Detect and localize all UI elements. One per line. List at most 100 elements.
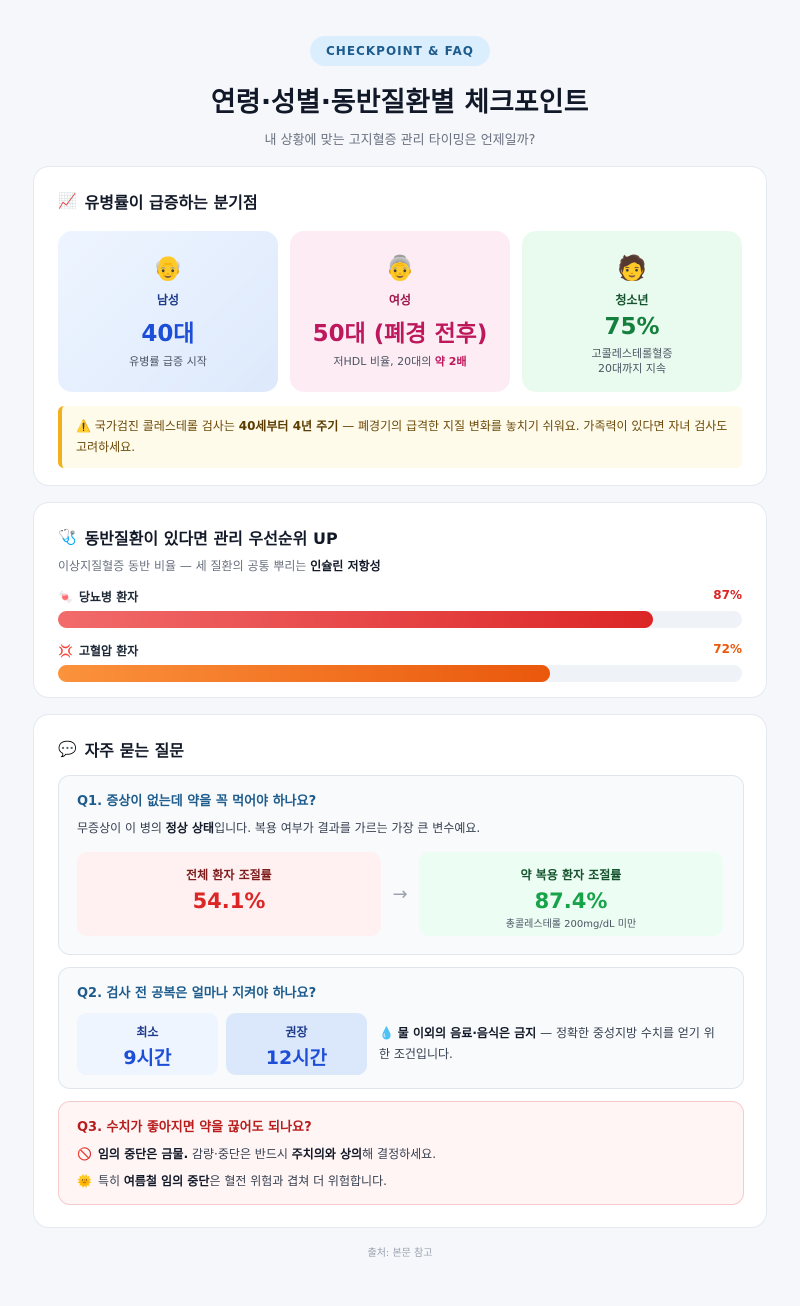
- control-rate-compare: 전체 환자 조절률 54.1% → 약 복용 환자 조절률 87.4% 총콜레스…: [77, 852, 725, 936]
- faq-q1-answer-1: 무증상이 이 병의: [77, 821, 166, 835]
- stat-female-label: 여성: [388, 293, 412, 307]
- bar-diabetes-value: 87%: [713, 588, 742, 602]
- medicated-control-rate-value: 87.4%: [534, 889, 608, 913]
- faq-q3-line2-text: 특히 여름철 임의 중단은 혈전 위험과 겹쳐 더 위험합니다.: [98, 1172, 387, 1189]
- fasting-text-bold: 물 이외의 음료·음식은 금지: [397, 1026, 537, 1040]
- page-title: 연령·성별·동반질환별 체크포인트: [211, 87, 589, 118]
- faq-q3-line1-bold1: 임의 중단은 금물.: [97, 1147, 189, 1161]
- faq-q1-answer: 무증상이 이 병의 정상 상태입니다. 복용 여부가 결과를 가르는 가장 큰 …: [77, 819, 725, 836]
- stat-youth-label: 청소년: [615, 293, 649, 307]
- comorbidity-subtitle-text: 이상지질혈증 동반 비율 — 세 질환의 공통 뿌리는: [58, 559, 311, 573]
- faq-card-title: 💬 자주 묻는 질문: [58, 737, 742, 761]
- faq-q3-line1: 🚫 임의 중단은 금물. 감량·중단은 반드시 주치의와 상의해 결정하세요.: [77, 1145, 725, 1162]
- candy-icon: 🍬: [58, 589, 73, 604]
- stat-female-desc-text: 저HDL 비율, 20대의: [333, 355, 435, 368]
- faq-q3-line1-mid: 감량·중단은 반드시: [188, 1147, 292, 1161]
- comorbidity-subtitle-bold: 인슐린 저항성: [310, 559, 381, 573]
- droplet-icon: 💧: [379, 1026, 394, 1040]
- note-bold: 40세부터 4년 주기: [238, 419, 339, 433]
- page-subtitle: 내 상황에 맞는 고지혈증 관리 타이밍은 언제일까?: [264, 133, 536, 148]
- stethoscope-icon: 🩺: [58, 528, 77, 546]
- stat-youth-desc: 고콜레스테롤혈증 20대까지 지속: [522, 346, 742, 376]
- bar-diabetes-track: [58, 611, 742, 628]
- faq-q1: Q1. 증상이 없는데 약을 꼭 먹어야 하나요? 무증상이 이 병의 정상 상…: [58, 775, 744, 955]
- faq-q3: Q3. 수치가 좋아지면 약을 끊어도 되나요? 🚫 임의 중단은 금물. 감량…: [58, 1101, 744, 1205]
- medicated-control-rate-title: 약 복용 환자 조절률: [520, 868, 622, 882]
- speech-bubble-icon: 💬: [58, 740, 77, 758]
- prevalence-title-text: 유병률이 급증하는 분기점: [84, 193, 258, 212]
- faq-q3-question: Q3. 수치가 좋아지면 약을 끊어도 되나요?: [77, 1120, 312, 1135]
- fasting-min-title: 최소: [136, 1025, 159, 1039]
- arrow-right-icon: →: [392, 883, 408, 905]
- faq-q2-question: Q2. 검사 전 공복은 얼마나 지켜야 하나요?: [77, 986, 317, 1001]
- sun-icon: 🌞: [77, 1173, 92, 1188]
- faq-q3-line1-text: 임의 중단은 금물. 감량·중단은 반드시 주치의와 상의해 결정하세요.: [98, 1145, 436, 1162]
- stat-male-label: 남성: [156, 293, 180, 307]
- stat-youth-desc-line1: 고콜레스테롤혈증: [591, 347, 673, 360]
- note-text-2: — 폐경기의 급격한 지질 변화를 놓치기 쉬워요. 가족력이 있다면 자녀 검…: [76, 419, 728, 454]
- bar-diabetes-name: 당뇨병 환자: [78, 590, 139, 604]
- prevalence-card-title: 📈 유병률이 급증하는 분기점: [58, 189, 742, 213]
- fasting-text: 💧 물 이외의 음료·음식은 금지 — 정확한 중성지방 수치를 얻기 위한 조…: [375, 1023, 725, 1065]
- bar-hypertension-fill: [58, 665, 551, 682]
- faq-q1-answer-2: 입니다. 복용 여부가 결과를 가르는 가장 큰 변수예요.: [214, 821, 481, 835]
- fasting-info: 최소 9시간 권장 12시간 💧 물 이외의 음료·음식은 금지 — 정확한 중…: [77, 1013, 725, 1075]
- prevalence-card: 📈 유병률이 급증하는 분기점 👴 남성 40대 유병률 급증 시작 👵 여성 …: [33, 166, 767, 486]
- stat-female: 👵 여성 50대 (폐경 전후) 저HDL 비율, 20대의 약 2배: [290, 231, 510, 392]
- faq-q3-line2: 🌞 특히 여름철 임의 중단은 혈전 위험과 겹쳐 더 위험합니다.: [77, 1172, 725, 1189]
- comorbidity-title-text: 동반질환이 있다면 관리 우선순위 UP: [84, 529, 338, 548]
- chart-up-icon: 📈: [58, 192, 77, 210]
- fasting-recommended-value: 12시간: [265, 1047, 328, 1069]
- faq-q3-line1-after: 해 결정하세요.: [362, 1147, 437, 1161]
- stat-female-desc: 저HDL 비율, 20대의 약 2배: [290, 354, 510, 369]
- bar-diabetes: 🍬 당뇨병 환자 87%: [58, 588, 742, 628]
- faq-q3-line1-bold2: 주치의와 상의: [291, 1147, 363, 1161]
- bar-diabetes-label: 🍬 당뇨병 환자: [58, 588, 138, 605]
- stat-youth-value: 75%: [604, 314, 660, 340]
- fasting-text-after: — 정확한 중성지방 수치를 얻기 위한 조건입니다.: [379, 1026, 715, 1061]
- fasting-min: 최소 9시간: [77, 1013, 218, 1075]
- stat-female-desc-bold: 약 2배: [434, 355, 467, 368]
- screening-note: ⚠️ 국가검진 콜레스테롤 검사는 40세부터 4년 주기 — 폐경기의 급격한…: [58, 406, 742, 468]
- faq-q1-question: Q1. 증상이 없는데 약을 꼭 먹어야 하나요?: [77, 794, 317, 809]
- stat-male-value: 40대: [141, 321, 195, 347]
- woman-face-icon: 👵: [385, 254, 415, 282]
- total-control-rate-value: 54.1%: [192, 889, 266, 913]
- bar-hypertension-track: [58, 665, 742, 682]
- stat-male: 👴 남성 40대 유병률 급증 시작: [58, 231, 278, 392]
- bar-hypertension-value: 72%: [713, 642, 742, 656]
- prohibited-icon: 🚫: [77, 1146, 92, 1161]
- faq-q2: Q2. 검사 전 공복은 얼마나 지켜야 하나요? 최소 9시간 권장 12시간…: [58, 967, 744, 1089]
- fasting-recommended: 권장 12시간: [226, 1013, 367, 1075]
- note-text-1: 국가검진 콜레스테롤 검사는: [94, 419, 239, 433]
- source-footer: 출처: 본문 참고: [367, 1248, 433, 1259]
- comorbidity-card-title: 🩺 동반질환이 있다면 관리 우선순위 UP: [58, 525, 742, 549]
- man-face-icon: 👴: [153, 254, 183, 282]
- fasting-recommended-title: 권장: [285, 1025, 308, 1039]
- total-control-rate: 전체 환자 조절률 54.1%: [77, 852, 381, 936]
- faq-q3-line2-before: 특히: [97, 1174, 124, 1188]
- anger-icon: 💢: [58, 643, 73, 658]
- bar-hypertension: 💢 고혈압 환자 72%: [58, 642, 742, 682]
- stat-youth: 🧑 청소년 75% 고콜레스테롤혈증 20대까지 지속: [522, 231, 742, 392]
- faq-q3-line2-after: 은 혈전 위험과 겹쳐 더 위험합니다.: [209, 1174, 387, 1188]
- faq-card: 💬 자주 묻는 질문 Q1. 증상이 없는데 약을 꼭 먹어야 하나요? 무증상…: [33, 714, 767, 1228]
- faq-q3-line2-bold: 여름철 임의 중단: [123, 1174, 210, 1188]
- faq-title-text: 자주 묻는 질문: [84, 741, 185, 760]
- faq-q1-answer-bold: 정상 상태: [165, 821, 215, 835]
- total-control-rate-title: 전체 환자 조절률: [186, 868, 272, 882]
- stat-male-desc: 유병률 급증 시작: [129, 355, 207, 368]
- stat-youth-desc-line2: 20대까지 지속: [597, 362, 667, 375]
- bar-hypertension-name: 고혈압 환자: [78, 644, 139, 658]
- youth-face-icon: 🧑: [617, 254, 647, 282]
- stat-grid: 👴 남성 40대 유병률 급증 시작 👵 여성 50대 (폐경 전후) 저HDL…: [58, 231, 742, 392]
- fasting-min-value: 9시간: [123, 1047, 172, 1069]
- bar-diabetes-fill: [58, 611, 654, 628]
- medicated-control-rate: 약 복용 환자 조절률 87.4% 총콜레스테롤 200mg/dL 미만: [419, 852, 723, 936]
- bar-hypertension-label: 💢 고혈압 환자: [58, 642, 138, 659]
- comorbidity-subtitle: 이상지질혈증 동반 비율 — 세 질환의 공통 뿌리는 인슐린 저항성: [58, 557, 742, 574]
- medicated-control-rate-sub: 총콜레스테롤 200mg/dL 미만: [505, 919, 637, 930]
- header-badge: CHECKPOINT & FAQ: [310, 36, 490, 66]
- comorbidity-card: 🩺 동반질환이 있다면 관리 우선순위 UP 이상지질혈증 동반 비율 — 세 …: [33, 502, 767, 698]
